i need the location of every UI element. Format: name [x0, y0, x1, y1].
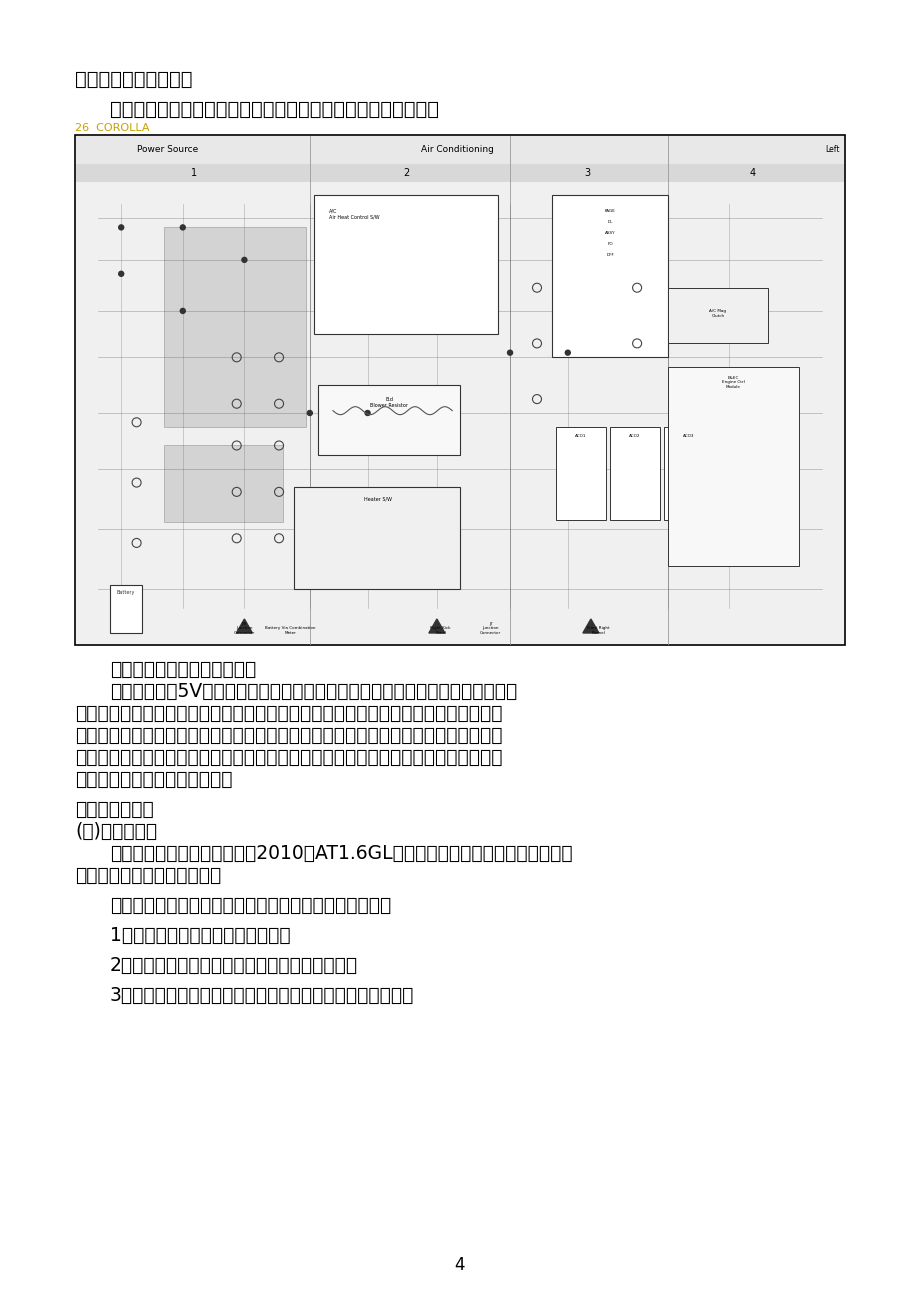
Text: J/B
Junction
Connector: J/B Junction Connector — [233, 622, 255, 635]
Circle shape — [119, 225, 123, 230]
Text: J7
Junction
Connector: J7 Junction Connector — [480, 622, 501, 635]
Polygon shape — [113, 618, 129, 633]
Text: Air Conditioning: Air Conditioning — [421, 145, 494, 154]
Bar — [609, 427, 660, 519]
Text: 4: 4 — [749, 168, 754, 178]
Circle shape — [180, 225, 185, 230]
Text: 的时候读取它的电压变化值。当蕉发器出口温度传感器连接电路出现断、短路故障时，: 的时候读取它的电压变化值。当蕉发器出口温度传感器连接电路出现断、短路故障时， — [75, 704, 502, 723]
Circle shape — [564, 350, 570, 355]
Text: 空调放大器将5V电压施加到蕉发器温度传感器上，并且在蕉发器传感器阻值变化: 空调放大器将5V电压施加到蕉发器温度传感器上，并且在蕉发器传感器阻值变化 — [110, 682, 516, 700]
Text: Front Right
Pannel: Front Right Pannel — [586, 626, 609, 635]
Text: Right Kick
Panel: Right Kick Panel — [430, 626, 450, 635]
Text: PAGE

DL

ASSY

FO

DFF: PAGE DL ASSY FO DFF — [604, 208, 615, 256]
Text: A/C
Air Heat Control S/W: A/C Air Heat Control S/W — [329, 208, 380, 220]
Text: 整车实训室的一辆丰田卡罗扗2010欿AT1.6GL桥车，根据使用者的反映，鼓风机各: 整车实训室的一辆丰田卡罗扗2010欿AT1.6GL桥车，根据使用者的反映，鼓风机… — [110, 844, 572, 863]
Text: 4: 4 — [454, 1256, 465, 1273]
Bar — [76, 135, 843, 644]
Circle shape — [119, 271, 123, 276]
Text: 止运行压缩机来保护空调系统。: 止运行压缩机来保护空调系统。 — [75, 769, 233, 789]
Text: Left: Left — [824, 145, 839, 154]
Text: 七、案例分析。: 七、案例分析。 — [75, 799, 153, 819]
Text: 档出风量均正常，但不制冷。: 档出风量均正常，但不制冷。 — [75, 866, 221, 885]
Text: 六、空调系统电路图。: 六、空调系统电路图。 — [75, 70, 192, 89]
Text: 3: 3 — [584, 168, 589, 178]
Bar — [76, 164, 843, 182]
Text: 1: 1 — [191, 168, 198, 178]
Text: ACO1: ACO1 — [574, 434, 586, 437]
Text: (一)故障现象：: (一)故障现象： — [75, 822, 157, 841]
Text: E&EC
Engine Ctrl
Module: E&EC Engine Ctrl Module — [721, 376, 743, 389]
Bar — [317, 385, 460, 454]
Bar — [664, 427, 713, 519]
Text: B.d
Blower Resistor: B.d Blower Resistor — [369, 397, 408, 408]
Circle shape — [365, 410, 369, 415]
Bar — [313, 195, 498, 335]
Bar — [164, 228, 306, 427]
Text: 路上出现结冰现象，判定空调系统发生了故障，自动切断压缩机电磁阀的工作电路，停: 路上出现结冰现象，判定空调系统发生了故障，自动切断压缩机电磁阀的工作电路，停 — [75, 749, 502, 767]
Text: 26  COROLLA: 26 COROLLA — [75, 122, 150, 133]
Circle shape — [307, 410, 312, 415]
Text: 一般空调系统不制冷或制冷不足，有以下几方面的原因：: 一般空调系统不制冷或制冷不足，有以下几方面的原因： — [110, 896, 391, 915]
Text: ACO2: ACO2 — [629, 434, 640, 437]
Text: 由压缩机控制电路、鼓风机控制电路、冷凝风扇控制电路组成。: 由压缩机控制电路、鼓风机控制电路、冷凝风扇控制电路组成。 — [110, 100, 438, 118]
Polygon shape — [583, 618, 598, 633]
Bar — [667, 367, 798, 566]
Text: A/C Mag
Clutch: A/C Mag Clutch — [709, 309, 726, 318]
Bar — [551, 195, 667, 357]
Circle shape — [242, 258, 246, 263]
Circle shape — [180, 309, 185, 314]
Bar — [109, 585, 142, 633]
Circle shape — [507, 350, 512, 355]
Text: 2、压缩机缺少压缩油，磨损过度，系统压力低。: 2、压缩机缺少压缩油，磨损过度，系统压力低。 — [110, 956, 357, 975]
Text: Power Source: Power Source — [136, 145, 198, 154]
Bar — [164, 445, 283, 522]
Text: 3、空调系统制冷剂加注过量或空气压力高，热交换效果差。: 3、空调系统制冷剂加注过量或空气压力高，热交换效果差。 — [110, 986, 414, 1005]
Text: 2: 2 — [403, 168, 409, 178]
Text: Heater S/W: Heater S/W — [363, 496, 391, 501]
Text: 1、空调系统压力低，系统有泄露。: 1、空调系统压力低，系统有泄露。 — [110, 926, 290, 945]
Bar — [294, 487, 460, 590]
Text: 蕉发器温度传感器工作原理：: 蕉发器温度传感器工作原理： — [110, 660, 256, 680]
Bar — [556, 427, 606, 519]
Polygon shape — [428, 618, 445, 633]
Text: 将不能检测蕉发器冷媒出口温度。此时，空调放大器就判定蕉发器的冷媒出口即高压管: 将不能检测蕉发器冷媒出口温度。此时，空调放大器就判定蕉发器的冷媒出口即高压管 — [75, 727, 502, 745]
Bar — [75, 135, 844, 644]
Bar — [667, 288, 767, 344]
Bar — [76, 135, 843, 164]
Text: Battery: Battery — [117, 590, 135, 595]
Polygon shape — [236, 618, 252, 633]
Text: ACO3: ACO3 — [682, 434, 694, 437]
Text: Battery Via Combination
Meter: Battery Via Combination Meter — [265, 626, 315, 635]
